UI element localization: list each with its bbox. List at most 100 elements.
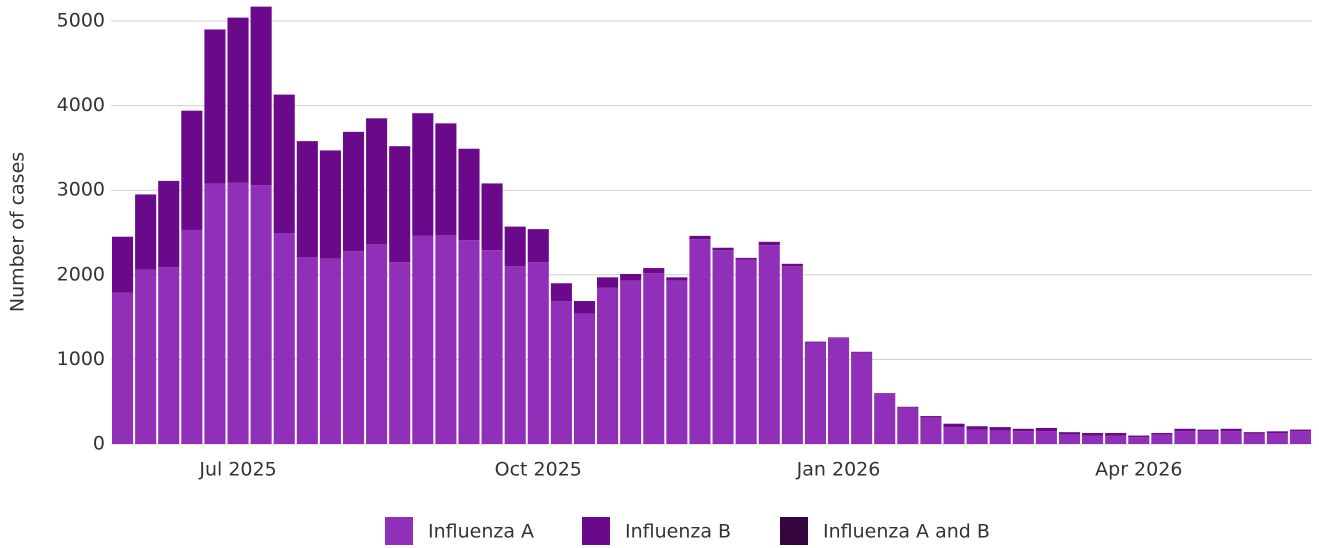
y-tick-label: 1000 [57, 348, 105, 370]
y-axis-title: Number of cases [7, 152, 29, 312]
bar-segment [135, 194, 157, 270]
bar-segment [1197, 431, 1219, 444]
bar-segment [1035, 427, 1057, 432]
bar-segment [804, 342, 826, 444]
bar-segment [1012, 431, 1034, 444]
bar-segment [1105, 433, 1127, 436]
bar-segment [1035, 431, 1057, 444]
y-tick-label: 3000 [57, 179, 105, 201]
bar-segment [943, 423, 965, 428]
bar-segment [481, 183, 503, 251]
bar-segment [1243, 432, 1265, 434]
bar-segment [296, 141, 318, 258]
bar-segment [504, 226, 526, 267]
bar-segment [227, 182, 249, 444]
bar-segment [158, 180, 180, 268]
bar-segment [158, 267, 180, 444]
y-tick-label: 0 [93, 433, 105, 455]
bar-segment [412, 235, 434, 444]
bar-segment [781, 263, 803, 267]
bar-segment [712, 250, 734, 444]
bar-segment [643, 268, 665, 274]
bar-segment [435, 123, 457, 236]
bar-segment [1105, 435, 1127, 444]
bar-segment [389, 146, 411, 263]
bar-segment [804, 341, 826, 343]
y-tick-label: 4000 [57, 94, 105, 116]
bar-segment [643, 273, 665, 444]
bar-segment [342, 131, 365, 252]
bar-segment [181, 110, 203, 230]
bar-segment [666, 280, 688, 444]
bar-segment [689, 235, 711, 240]
bar-segment [273, 233, 295, 444]
bar-segment [1058, 434, 1081, 444]
bar-segment [943, 427, 965, 444]
bar-segment [481, 250, 503, 444]
bar-segment [412, 113, 434, 236]
bar-segment [920, 417, 942, 444]
legend-swatch [582, 517, 610, 545]
bar-segment [435, 235, 457, 444]
bar-segment [735, 257, 757, 260]
bar-segment [1082, 433, 1104, 436]
bar-segment [781, 266, 803, 444]
legend-label: Influenza B [625, 521, 731, 543]
bar-segment [1266, 433, 1288, 444]
bar-segment [550, 301, 572, 444]
bar-segment [620, 273, 642, 281]
bar-segment [758, 245, 780, 444]
bar-segment [504, 266, 526, 444]
bar-segment [1220, 428, 1242, 432]
y-tick-label: 5000 [57, 10, 105, 32]
bar-segment [1151, 433, 1173, 435]
bar-segment [1082, 435, 1104, 444]
bar-segment [620, 280, 642, 444]
bar-segment [1220, 431, 1242, 444]
bar-segment [712, 247, 734, 251]
bar-segment [966, 429, 988, 444]
bar-segment [273, 94, 295, 234]
bar-segment [527, 262, 549, 444]
bar-segment [573, 313, 596, 444]
bar-segment [319, 258, 341, 444]
legend-swatch [385, 517, 413, 545]
bar-segment [135, 269, 157, 444]
legend-label: Influenza A [428, 521, 534, 543]
y-tick-label: 2000 [57, 263, 105, 285]
bar-segment [573, 301, 596, 314]
bar-segment [874, 394, 896, 444]
bar-segment [458, 240, 480, 444]
bar-segment [1266, 431, 1288, 434]
bar-segment [204, 29, 226, 184]
bar-segment [319, 150, 341, 259]
bar-segment [458, 148, 480, 241]
bar-segment [597, 287, 619, 444]
x-tick-label: Apr 2026 [1095, 459, 1182, 481]
bar-segment [897, 406, 919, 408]
bar-segment [851, 352, 873, 444]
bar-segment [827, 337, 850, 339]
bar-segment [851, 351, 873, 353]
bar-segment [1058, 432, 1081, 435]
bar-segment [1174, 428, 1196, 432]
bar-segment [1289, 431, 1311, 444]
bar-segment [181, 229, 203, 444]
bar-segment [1012, 428, 1034, 432]
bar-segment [250, 185, 272, 444]
bar-segment [366, 244, 388, 444]
bar-segment [597, 277, 619, 288]
bar-segment [1151, 434, 1173, 444]
bar-segment [827, 338, 850, 444]
bar-segment [366, 118, 388, 245]
bar-segment [758, 241, 780, 246]
bar-segment [920, 416, 942, 418]
bar-segment [1243, 433, 1265, 444]
legend-label: Influenza A and B [823, 521, 990, 543]
bar-segment [666, 277, 688, 281]
bar-segment [735, 259, 757, 444]
bar-segment [1128, 435, 1150, 438]
x-tick-label: Jul 2025 [198, 459, 276, 481]
bar-segment [897, 407, 919, 444]
